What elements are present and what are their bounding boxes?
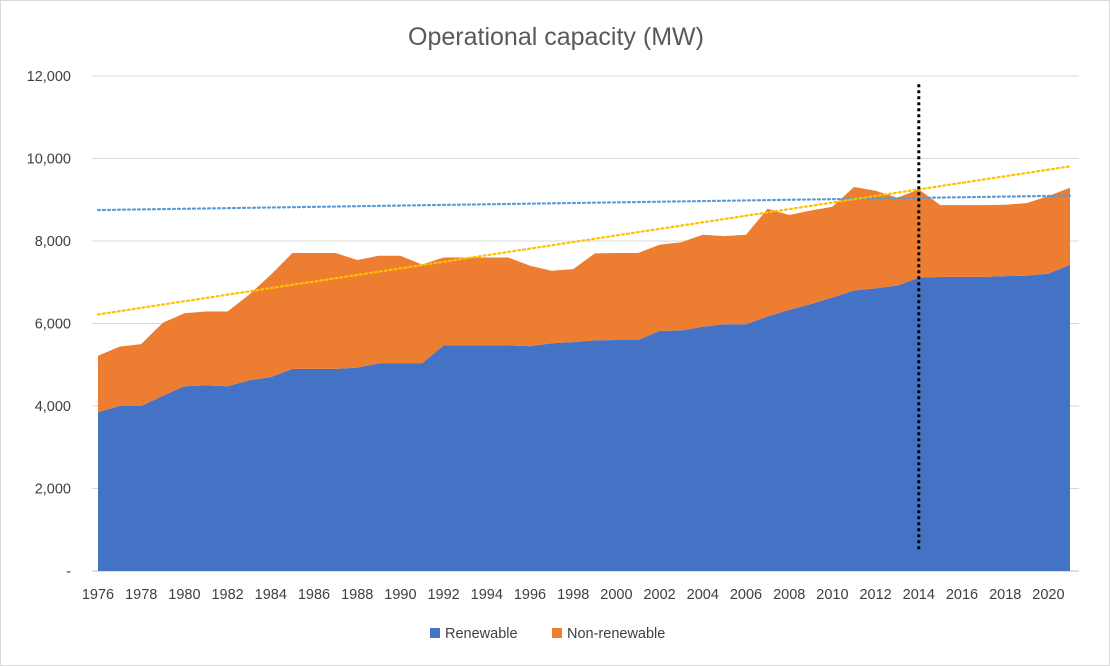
x-tick-label: 1976 bbox=[82, 587, 114, 603]
x-tick-label: 2010 bbox=[816, 587, 848, 603]
legend-label-non-renewable: Non-renewable bbox=[567, 626, 665, 642]
x-tick-label: 2006 bbox=[730, 587, 762, 603]
legend: Renewable Non-renewable bbox=[430, 626, 665, 642]
y-tick-label: 4,000 bbox=[35, 399, 71, 415]
x-tick-label: 2018 bbox=[989, 587, 1021, 603]
y-tick-label: 10,000 bbox=[27, 152, 71, 168]
x-tick-label: 1986 bbox=[298, 587, 330, 603]
y-tick-label: 6,000 bbox=[35, 317, 71, 333]
x-tick-label: 1988 bbox=[341, 587, 373, 603]
x-tick-label: 1980 bbox=[168, 587, 200, 603]
area-non-renewable bbox=[98, 187, 1070, 413]
trendline-1 bbox=[96, 194, 1072, 212]
x-tick-label: 1984 bbox=[255, 587, 287, 603]
trendlines bbox=[96, 165, 1072, 316]
chart-title: Operational capacity (MW) bbox=[408, 23, 704, 51]
y-tick-label: 8,000 bbox=[35, 234, 71, 250]
trendline-2 bbox=[96, 165, 1072, 316]
x-tick-label: 1996 bbox=[514, 587, 546, 603]
legend-label-renewable: Renewable bbox=[445, 626, 518, 642]
x-tick-label: 2002 bbox=[643, 587, 675, 603]
area-renewable bbox=[98, 264, 1070, 571]
x-tick-label: 2004 bbox=[687, 587, 719, 603]
x-tick-label: 1994 bbox=[471, 587, 503, 603]
legend-swatch-renewable bbox=[430, 628, 440, 638]
x-tick-label: 2000 bbox=[600, 587, 632, 603]
y-tick-label: 12,000 bbox=[27, 69, 71, 85]
series-areas bbox=[98, 187, 1070, 571]
x-tick-label: 2014 bbox=[903, 587, 935, 603]
x-tick-label: 1990 bbox=[384, 587, 416, 603]
x-tick-label: 1982 bbox=[211, 587, 243, 603]
x-axis-ticks: 1976 1978 1980 1982 1984 1986 1988 1990 1992 1994… bbox=[82, 587, 1065, 603]
x-tick-label: 2012 bbox=[859, 587, 891, 603]
x-tick-label: 1992 bbox=[427, 587, 459, 603]
y-axis-ticks: - 2,000 4,000 6,000 8,000 10,000 12,000 bbox=[27, 69, 72, 580]
x-tick-label: 2016 bbox=[946, 587, 978, 603]
y-tick-label: 2,000 bbox=[35, 482, 71, 498]
y-tick-label: - bbox=[66, 564, 71, 580]
x-tick-label: 1998 bbox=[557, 587, 589, 603]
x-tick-label: 2020 bbox=[1032, 587, 1064, 603]
legend-swatch-non-renewable bbox=[552, 628, 562, 638]
x-tick-label: 2008 bbox=[773, 587, 805, 603]
x-tick-label: 1978 bbox=[125, 587, 157, 603]
